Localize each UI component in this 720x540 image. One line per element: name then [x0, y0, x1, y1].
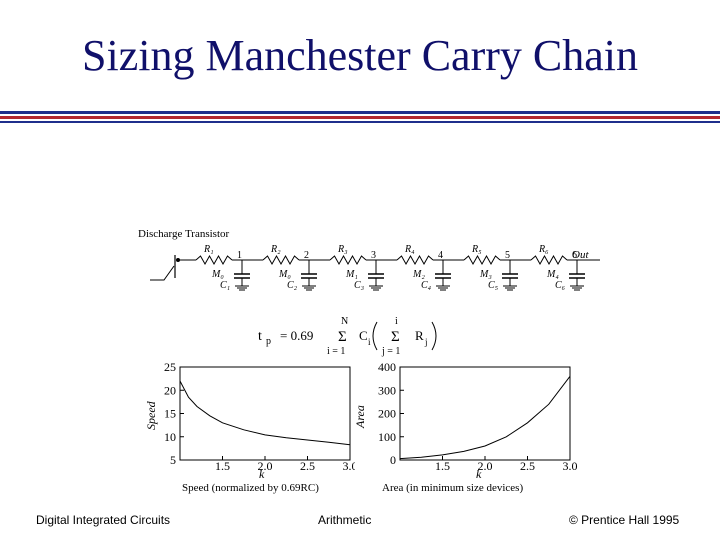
formula-r-term: R: [415, 328, 424, 343]
area-vs-k-chart: Area k Area (in minimum size devices) 1.…: [353, 360, 578, 494]
speed-x-axis-letter: k: [259, 467, 265, 481]
slide-title: Sizing Manchester Carry Chain: [82, 31, 638, 80]
resistor-label: R₄: [404, 244, 415, 255]
resistor-label: R₅: [471, 244, 482, 255]
formula-equals: = 0.69: [280, 328, 313, 343]
node-label: 1: [237, 250, 242, 261]
area-x-tick-label: 2.5: [520, 459, 535, 473]
speed-x-tick-label: 2.0: [258, 459, 273, 473]
speed-series-line: [179, 380, 351, 446]
node-label: 3: [371, 250, 376, 261]
formula-inner-sum-sign: Σ: [391, 329, 400, 345]
speed-plot-frame: [179, 366, 351, 461]
area-y-tick-label: 0: [390, 453, 396, 467]
capacitor-label: C₆: [555, 280, 566, 291]
resistor-6: [530, 254, 568, 266]
formula-c-sub: i: [368, 337, 371, 347]
formula-r-sub: j: [424, 337, 428, 347]
resistor-1: [195, 254, 233, 266]
node-label: 5: [505, 250, 510, 261]
transistor-label: M₀: [278, 269, 291, 280]
footer-topic: Arithmetic: [318, 513, 372, 527]
resistor-3: [329, 254, 367, 266]
discharge-transistor-label: Discharge Transistor: [138, 228, 229, 240]
speed-y-tick-label: 20: [164, 383, 176, 397]
footer-course-title: Digital Integrated Circuits: [36, 513, 171, 527]
resistor-label: R₂: [270, 244, 281, 255]
speed-vs-k-chart: Speed k Speed (normalized by 0.69RC) 1.5…: [144, 360, 356, 494]
speed-y-axis-label: Speed: [144, 400, 158, 430]
capacitor-label: C₄: [421, 280, 432, 291]
resistor-5: [463, 254, 501, 266]
formula-outer-sum-sign: Σ: [338, 329, 347, 345]
formula-tp: t: [258, 329, 262, 344]
area-y-tick-label: 300: [378, 383, 396, 397]
capacitor-label: C₅: [488, 280, 499, 291]
resistor-label: R₆: [538, 244, 549, 255]
formula-tp-sub: p: [266, 336, 271, 347]
area-x-tick-label: 1.5: [435, 459, 450, 473]
area-y-tick-label: 400: [378, 360, 396, 374]
area-x-tick-label: 3.0: [563, 459, 578, 473]
formula-inner-sum-top: i: [395, 316, 398, 327]
transistor-label: M₂: [412, 269, 425, 280]
resistor-4: [396, 254, 434, 266]
capacitor-label: C₁: [220, 280, 230, 291]
speed-y-tick-label: 15: [164, 407, 176, 421]
transistor-label: M₃: [479, 269, 492, 280]
transistor-label: M₄: [546, 269, 559, 280]
speed-y-tick-label: 25: [164, 360, 176, 374]
footer-copyright: © Prentice Hall 1995: [569, 513, 680, 527]
capacitor-label: C₂: [287, 280, 298, 291]
resistor-2: [262, 254, 300, 266]
node-label: 6: [572, 250, 577, 261]
formula-outer-sum-top: N: [341, 316, 348, 327]
formula-left-paren: [372, 321, 378, 351]
area-x-axis-letter: k: [476, 467, 482, 481]
speed-x-tick-label: 1.5: [215, 459, 230, 473]
area-y-axis-label: Area: [353, 405, 367, 429]
capacitor-label: C₃: [354, 280, 365, 291]
formula-inner-sum-bottom: j = 1: [381, 346, 400, 357]
discharge-input-wave: [150, 265, 175, 281]
out-label: Out: [572, 249, 589, 261]
area-y-tick-label: 200: [378, 407, 396, 421]
transistor-label: M₁: [345, 269, 358, 280]
speed-x-axis-caption: Speed (normalized by 0.69RC): [182, 482, 319, 494]
carry-chain-circuit: Discharge Transistor Out R₁1C₁M₀R₂2C₂M₀R…: [138, 228, 600, 291]
resistor-label: R₃: [337, 244, 348, 255]
formula-right-paren: [431, 321, 437, 351]
title-rule-red: [0, 116, 720, 119]
formula-c-term: C: [359, 328, 368, 343]
delay-formula: t p = 0.69 N Σ i = 1 C i i Σ j = 1 R j: [258, 316, 437, 357]
area-x-tick-label: 2.0: [478, 459, 493, 473]
title-rule-blue-bottom: [0, 121, 720, 123]
resistor-label: R₁: [203, 244, 214, 255]
speed-x-tick-label: 2.5: [300, 459, 315, 473]
node-label: 2: [304, 250, 309, 261]
speed-y-tick-label: 5: [170, 453, 176, 467]
speed-x-tick-label: 3.0: [343, 459, 356, 473]
formula-outer-sum-bottom: i = 1: [327, 346, 345, 357]
node-label: 4: [438, 250, 443, 261]
transistor-label: M₀: [211, 269, 224, 280]
area-y-tick-label: 100: [378, 430, 396, 444]
area-series-line: [399, 375, 571, 460]
speed-y-tick-label: 10: [164, 430, 176, 444]
title-rule-blue-top: [0, 111, 720, 114]
area-x-axis-caption: Area (in minimum size devices): [382, 482, 523, 494]
